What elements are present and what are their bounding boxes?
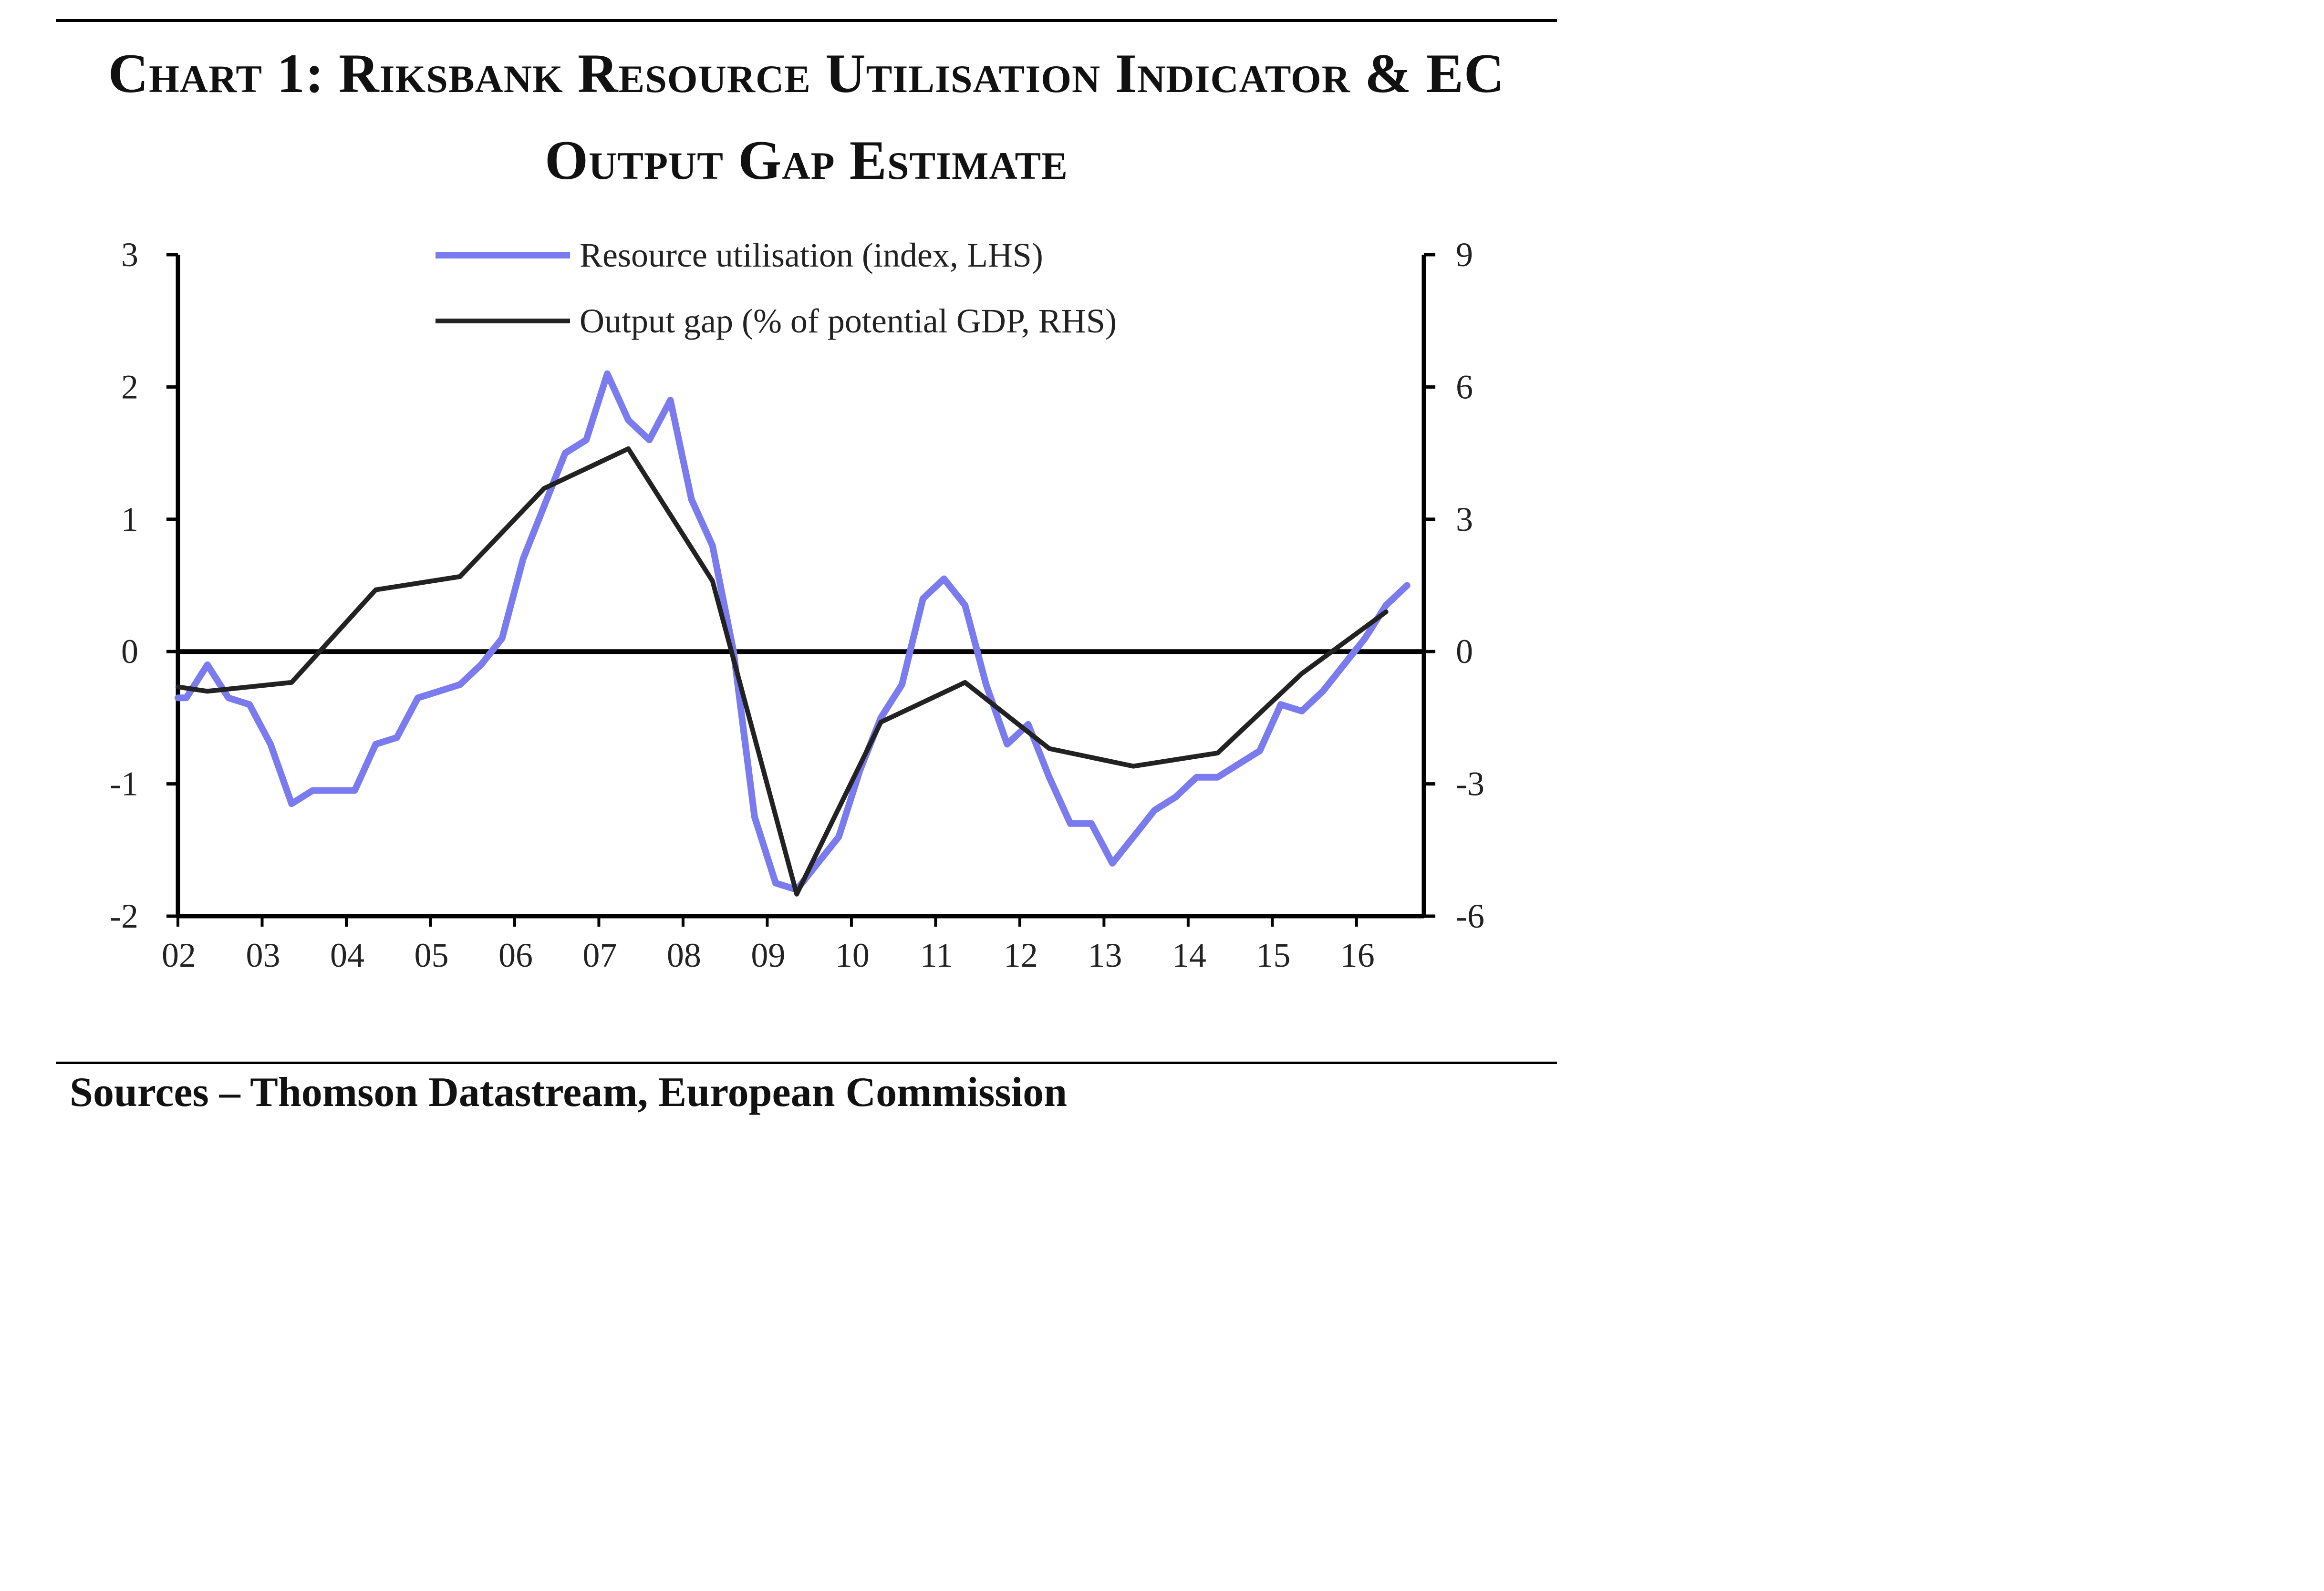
x-tick-label: 15: [1256, 936, 1290, 974]
left-y-tick-label: -1: [110, 765, 138, 803]
chart-title-line-1: Chart 1: Riksbank Resource Utilisation I…: [108, 43, 1505, 104]
x-tick-label: 12: [1004, 936, 1038, 974]
left-y-tick-label: 1: [121, 500, 138, 538]
right-y-tick-label: 3: [1456, 500, 1473, 538]
x-tick-label: 11: [920, 936, 953, 974]
left-y-tick-label: 2: [121, 368, 138, 406]
top-rule: [56, 19, 1557, 22]
x-tick-label: 05: [414, 936, 448, 974]
legend-label: Resource utilisation (index, LHS): [580, 236, 1043, 274]
x-tick-label: 07: [582, 936, 617, 974]
x-tick-label: 09: [751, 936, 785, 974]
source-note: Sources – Thomson Datastream, European C…: [70, 1069, 1068, 1116]
right-y-tick-label: -6: [1456, 897, 1484, 935]
x-tick-label: 16: [1340, 936, 1375, 974]
bottom-rule: [56, 1062, 1557, 1064]
resource-utilisation-line: [175, 370, 1411, 893]
left-y-tick-label: -2: [110, 897, 138, 935]
chart-title-line-2: Output Gap Estimate: [545, 130, 1068, 191]
legend-label: Output gap (% of potential GDP, RHS): [580, 302, 1117, 340]
x-tick-label: 08: [667, 936, 701, 974]
x-tick-label: 14: [1172, 936, 1206, 974]
x-tick-label: 06: [498, 936, 533, 974]
x-tick-label: 03: [246, 936, 280, 974]
x-tick-label: 04: [330, 936, 364, 974]
right-y-tick-label: 0: [1456, 632, 1473, 671]
right-y-tick-label: 9: [1456, 236, 1473, 274]
right-y-tick-label: 6: [1456, 368, 1473, 406]
right-y-tick-label: -3: [1456, 765, 1484, 803]
x-tick-label: 13: [1088, 936, 1122, 974]
x-tick-label: 02: [162, 936, 196, 974]
left-y-tick-label: 3: [121, 236, 138, 274]
left-y-tick-label: 0: [121, 632, 138, 671]
x-tick-label: 10: [835, 936, 870, 974]
output-gap-line: [176, 446, 1389, 897]
